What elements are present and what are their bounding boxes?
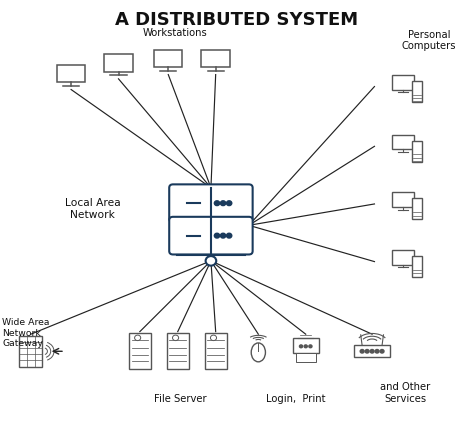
Bar [104,55,133,72]
Bar [392,135,414,150]
Bar [392,193,414,207]
Circle shape [227,201,232,206]
Bar [154,51,182,68]
Text: and Other
Services: and Other Services [380,381,430,403]
Bar [354,345,390,357]
Bar [167,333,189,370]
Bar [392,250,414,265]
Circle shape [214,234,219,239]
Bar [201,51,230,68]
Bar [412,82,422,103]
Bar [293,338,319,353]
Circle shape [227,234,232,239]
Circle shape [360,350,364,353]
Circle shape [304,345,307,348]
Bar [205,333,227,370]
Text: Local Area
Network: Local Area Network [64,198,120,219]
Bar [412,199,422,220]
Circle shape [206,256,216,266]
Bar [412,141,422,162]
Text: Login,  Print: Login, Print [266,393,326,403]
Circle shape [214,201,219,206]
Bar [57,66,85,83]
Bar [19,336,42,367]
Circle shape [220,234,226,239]
FancyBboxPatch shape [169,217,253,255]
Bar [129,333,151,370]
Circle shape [380,350,384,353]
Circle shape [173,335,179,341]
Circle shape [300,345,302,348]
Circle shape [210,335,217,341]
Ellipse shape [251,343,265,362]
Bar [392,76,414,90]
Text: Personal
Computers: Personal Computers [402,30,456,52]
Circle shape [135,335,141,341]
Circle shape [220,201,226,206]
Text: Workstations: Workstations [143,28,208,37]
Circle shape [370,350,374,353]
Circle shape [375,350,379,353]
Bar [296,353,316,362]
FancyBboxPatch shape [169,185,253,222]
Circle shape [365,350,369,353]
Circle shape [309,345,312,348]
Bar [412,256,422,277]
Text: File Server: File Server [154,393,207,403]
Text: Wide Area
Network
Gateway: Wide Area Network Gateway [2,317,50,347]
Text: A DISTRIBUTED SYSTEM: A DISTRIBUTED SYSTEM [116,11,358,29]
